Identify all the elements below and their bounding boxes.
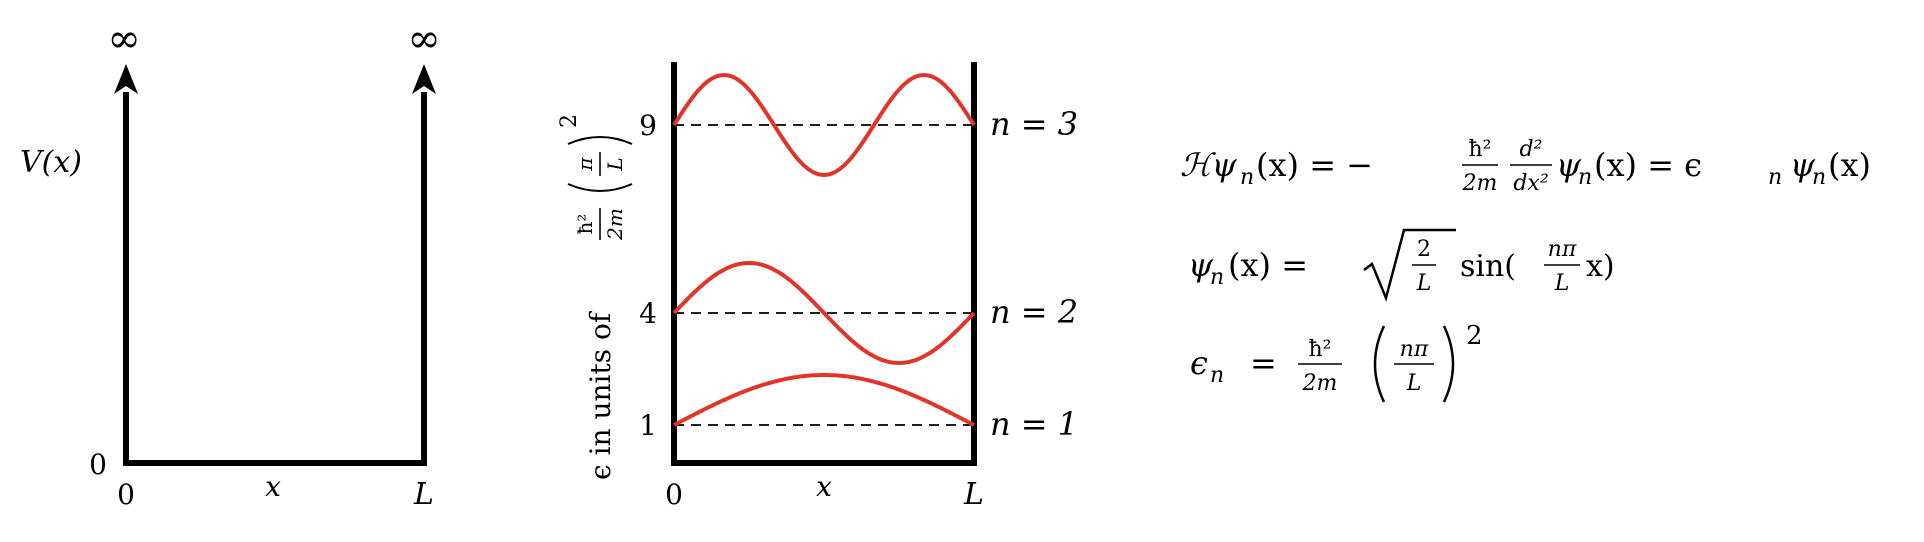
potential-panel: ∞ ∞ V(x) 0 0 x L [20,16,441,512]
levels-x-label: x [816,470,832,503]
eq3-power: 2 [1466,321,1483,351]
potential-x-label: x [265,470,281,503]
wavefunction-n3 [672,72,976,178]
energy-tick-n1: 1 [639,409,657,442]
levels-x-end-tick: L [963,477,984,512]
potential-well-outline [123,92,427,466]
eq1-sub-n2: n [1578,165,1592,190]
eq2-sqrt-sign [1363,228,1456,302]
y-label-coef-num: ħ² [573,214,597,235]
equation-energy: ϵ n = ħ² 2m nπ L 2 [1190,321,1483,403]
eq1-psi2: ψ [1556,146,1582,184]
eq1-x-close: (x) [1828,146,1871,184]
y-label-power: 2 [557,114,582,128]
levels-layer: 1 n = 1 4 n = 2 9 n = 3 [639,72,1078,443]
potential-axis-label: V(x) [20,145,82,180]
eq1-sub-n4: n [1812,165,1826,190]
energy-tick-n2: 4 [639,297,657,330]
y-label-coef-den: 2m [603,208,627,241]
level-label-n3: n = 3 [990,105,1078,143]
equation-schrodinger: ℋψ n (x) = − ħ² 2m d² dx² ψ n (x) = ϵ n … [1180,137,1871,196]
level-label-n2: n = 2 [990,293,1078,331]
y-label-right-paren [567,136,633,145]
level-label-n1: n = 1 [990,405,1078,443]
y-label-frac-num: π [573,157,597,172]
eq1-H-psi: ℋψ [1180,146,1238,184]
y-label-prefix: ϵ in units of [584,310,617,480]
eq2-sub-n: n [1210,265,1224,290]
right-wall-arrowhead [412,64,436,94]
y-label-frac-den: L [603,157,627,171]
levels-panel: ϵ in units of ħ² 2m π L 2 1 n = 1 4 n = 2 9 n… [557,62,1078,512]
energy-tick-n3: 9 [639,109,657,142]
potential-x-end-tick: L [413,477,434,512]
equations-panel: ℋψ n (x) = − ħ² 2m d² dx² ψ n (x) = ϵ n … [1180,137,1871,403]
eq3-right-paren [1442,325,1455,403]
eq2-two: 2 [1417,237,1431,262]
eq1-dx2: dx² [1513,171,1548,196]
eq2-sin: sin( [1460,249,1516,284]
eq3-left-paren [1373,325,1386,403]
wavefunction-n1 [673,373,975,427]
wavefunction-n2 [672,260,976,366]
potential-zero-label: 0 [89,448,107,481]
eq1-d2: d² [1520,137,1543,162]
eq1-sub-n3: n [1768,165,1782,190]
eq3-two-m: 2m [1302,371,1338,396]
eq1-two-m: 2m [1462,171,1498,196]
eq1-psi3: ψ [1790,146,1816,184]
eq1-sub-n1: n [1240,165,1254,190]
eq2-L: L [1416,271,1432,296]
potential-x-zero-tick: 0 [117,478,135,511]
eq1-x-eq-eps: (x) = ϵ [1594,146,1702,184]
left-infinity-label: ∞ [107,16,140,62]
levels-x-zero-tick: 0 [665,478,683,511]
right-infinity-label: ∞ [407,16,440,62]
eq3-L: L [1406,371,1422,396]
eq2-x-eq: (x) = [1228,246,1308,284]
eq2-L2: L [1554,271,1570,296]
eq3-sub-n: n [1210,363,1224,388]
eq2-x-close: x) [1586,249,1615,284]
eq3-hbar: ħ² [1309,337,1332,362]
eq3-npi: nπ [1400,337,1429,362]
equation-wavefunction: ψ n (x) = 2 L sin( nπ L x) [1188,228,1615,302]
eq3-eq: = [1250,344,1277,382]
levels-box-outline [671,62,977,466]
eq1-hbar: ħ² [1469,137,1492,162]
eq2-npi: nπ [1548,237,1577,262]
eq1-x-eq-minus: (x) = − [1256,146,1373,184]
y-label-left-paren [567,183,633,192]
left-wall-arrowhead [114,64,138,94]
eq2-psi: ψ [1188,246,1214,284]
levels-y-axis-label: ϵ in units of ħ² 2m π L 2 [557,114,633,480]
eq3-eps: ϵ [1190,344,1208,382]
